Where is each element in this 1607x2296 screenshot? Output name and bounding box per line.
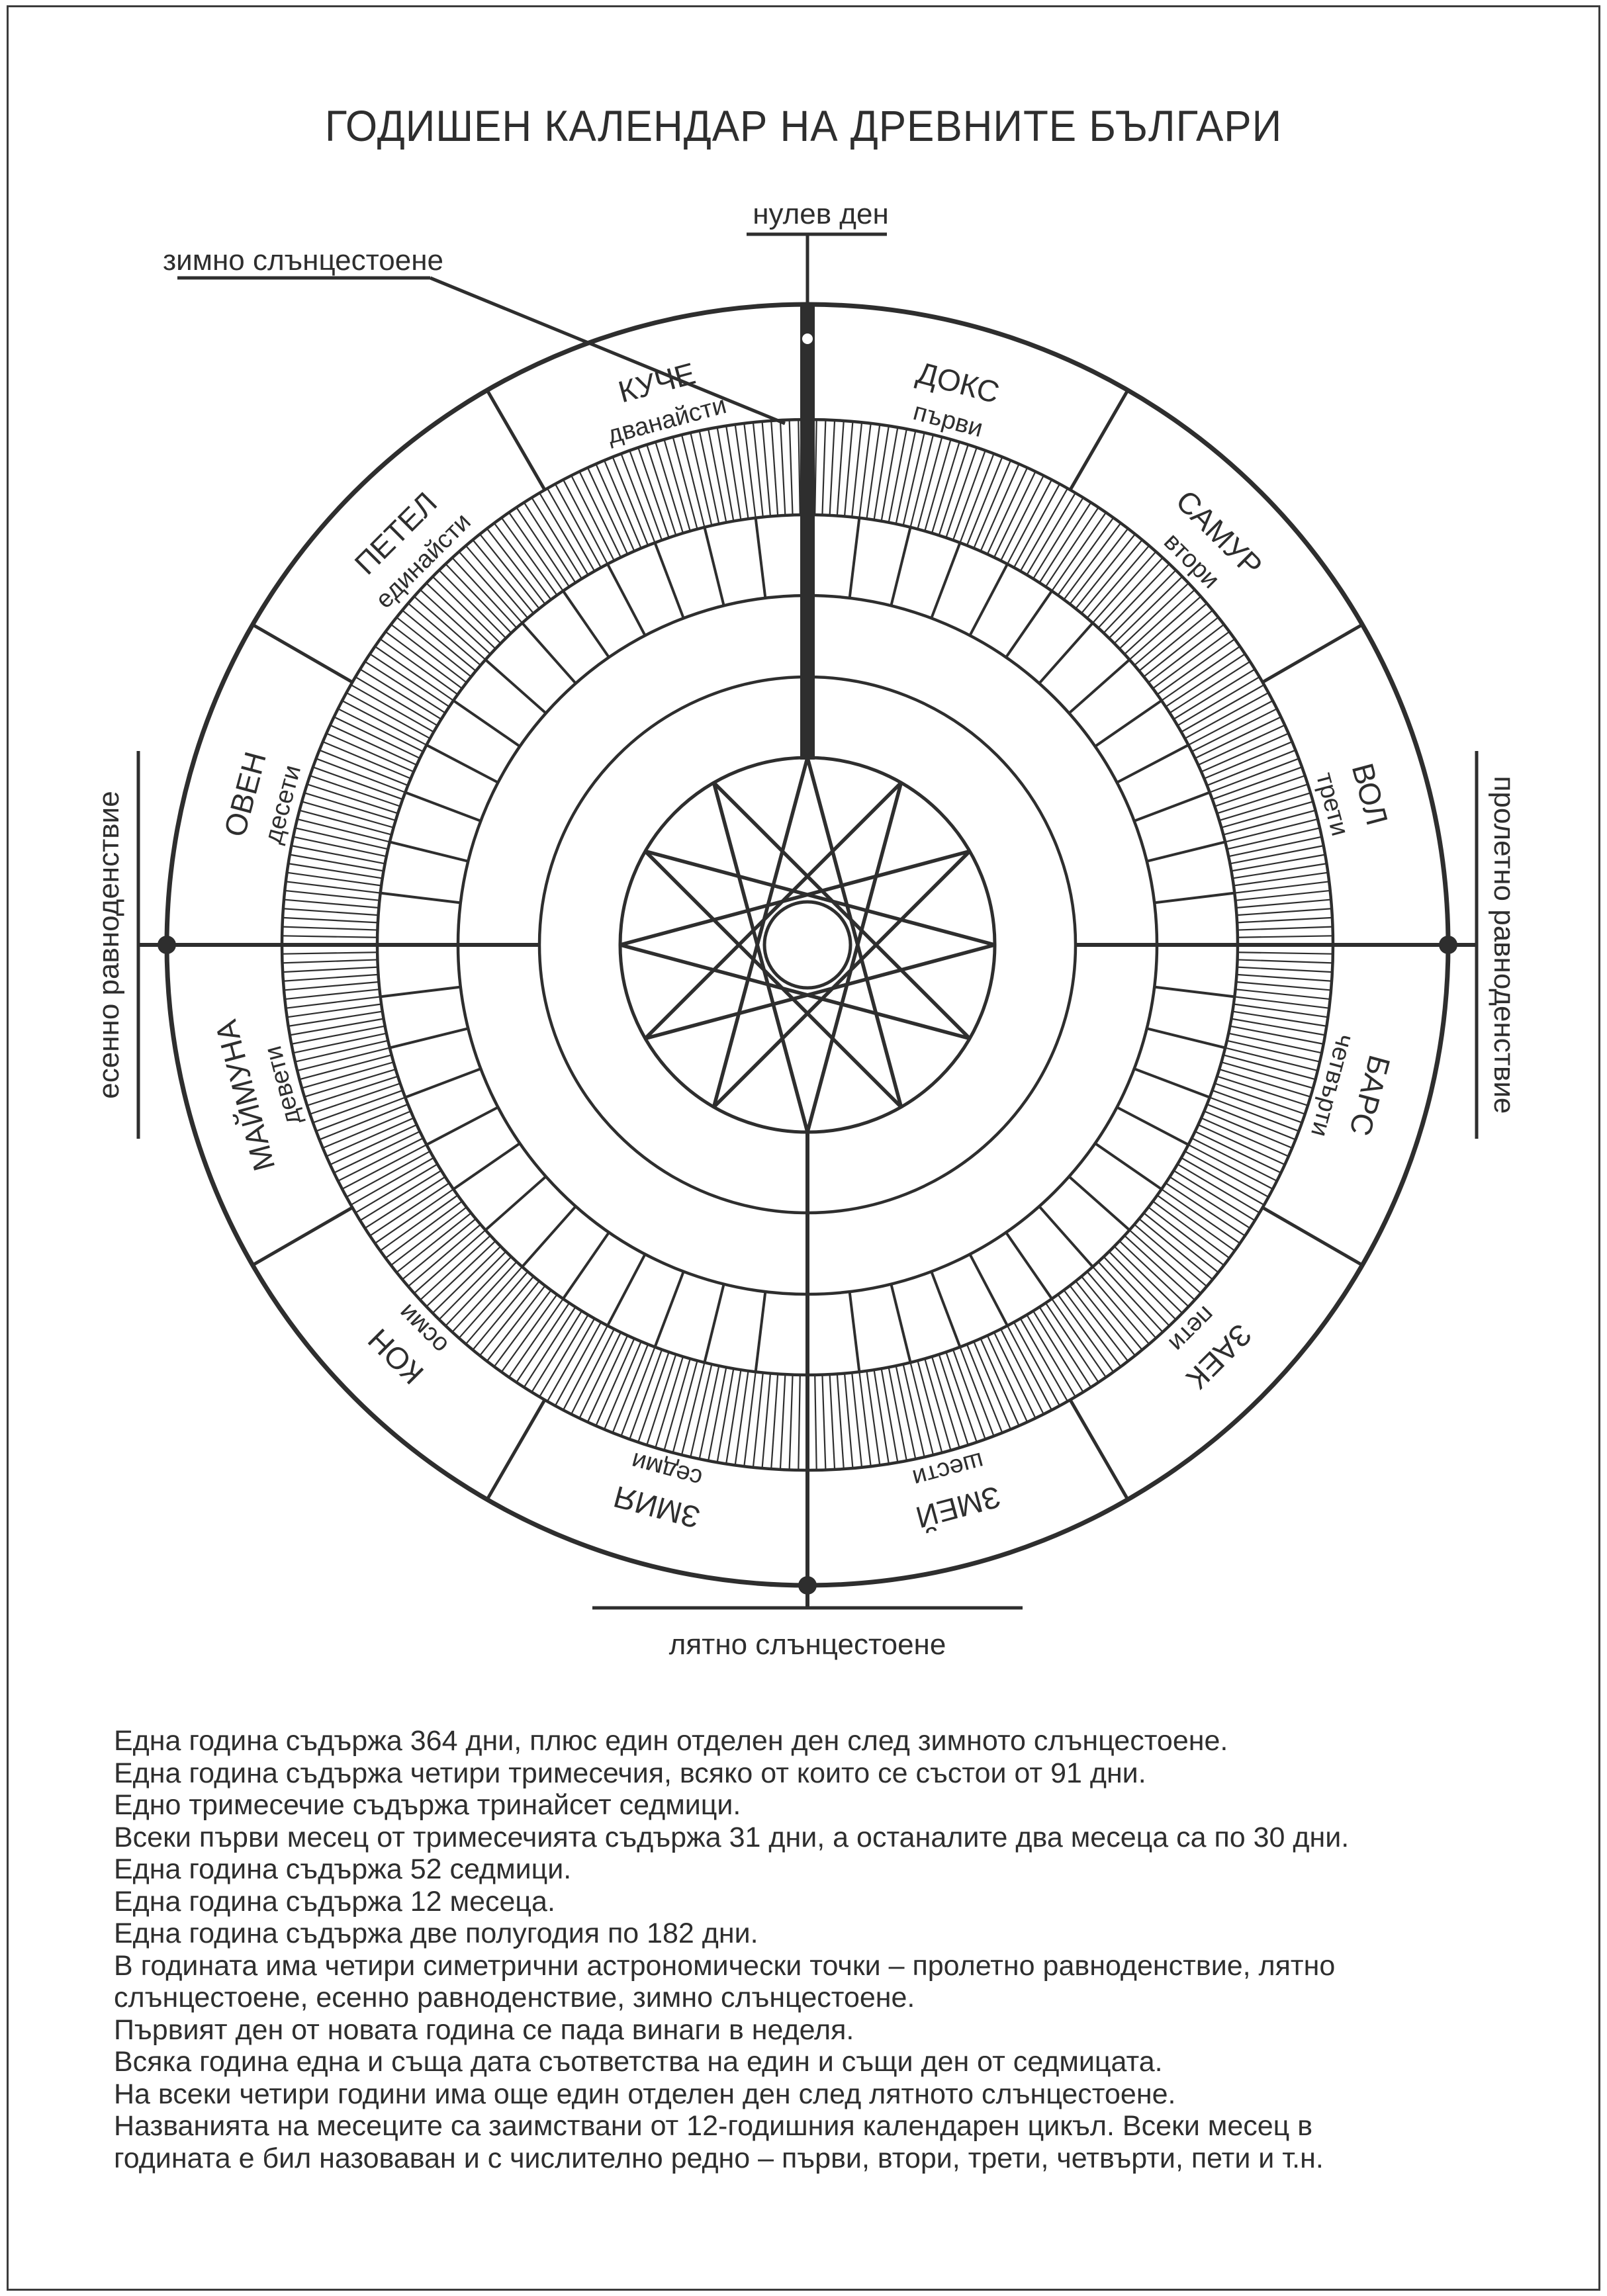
- twelve-point-star: [620, 757, 995, 1133]
- summer-solstice-label: лятно слънцестоене: [668, 1628, 946, 1661]
- note-line: годината е бил назоваван и с числително …: [114, 2142, 1324, 2174]
- solstice-equinox-dots: [158, 936, 1457, 1595]
- note-line: Първият ден от новата година се пада вин…: [114, 2013, 854, 2046]
- page-title: ГОДИШЕН КАЛЕНДАР НА ДРЕВНИТЕ БЪЛГАРИ: [324, 101, 1283, 150]
- note-line: На всеки четири години има още един отде…: [114, 2078, 1176, 2110]
- month-name-label: ВОЛ: [1346, 760, 1395, 829]
- zero-day-dot: [802, 333, 813, 344]
- note-line: Една година съдържа 52 седмици.: [114, 1853, 572, 1885]
- calendar-notes: Една година съдържа 364 дни, плюс един о…: [114, 1725, 1349, 2174]
- note-line: Едно тримесечие съдържа тринайсет седмиц…: [114, 1789, 741, 1821]
- note-line: Една година съдържа четири тримесечия, в…: [114, 1757, 1146, 1789]
- axis-lines: [138, 234, 1477, 1608]
- spring-equinox-label: пролетно равноденствие: [1488, 775, 1520, 1114]
- note-line: Една година съдържа 364 дни, плюс един о…: [114, 1725, 1228, 1757]
- zero-day-label: нулев ден: [753, 198, 889, 230]
- note-line: слънцестоене, есенно равноденствие, зимн…: [114, 1982, 915, 2013]
- note-line: Названията на месеците са заимствани от …: [114, 2110, 1313, 2142]
- hub-circle: [762, 900, 852, 990]
- note-line: Всеки първи месец от тримесечията съдърж…: [114, 1821, 1350, 1853]
- autumn-equinox-label: есенно равноденствие: [93, 791, 125, 1099]
- day-tick-ring: [282, 419, 1333, 1470]
- note-line: Всяка година една и съща дата съответств…: [114, 2046, 1163, 2078]
- week-ring-dividers: [377, 515, 1238, 1375]
- winter-solstice-label: зимно слънцестоене: [162, 244, 444, 277]
- label-pointer-lines: [136, 232, 1479, 1610]
- note-line: В годината има четири симетрични астроно…: [114, 1949, 1336, 1982]
- note-line: Една година съдържа 12 месеца.: [114, 1885, 555, 1918]
- note-line: Една година съдържа две полугодия по 182…: [114, 1918, 758, 1949]
- winter-solstice-pointer: [430, 276, 786, 425]
